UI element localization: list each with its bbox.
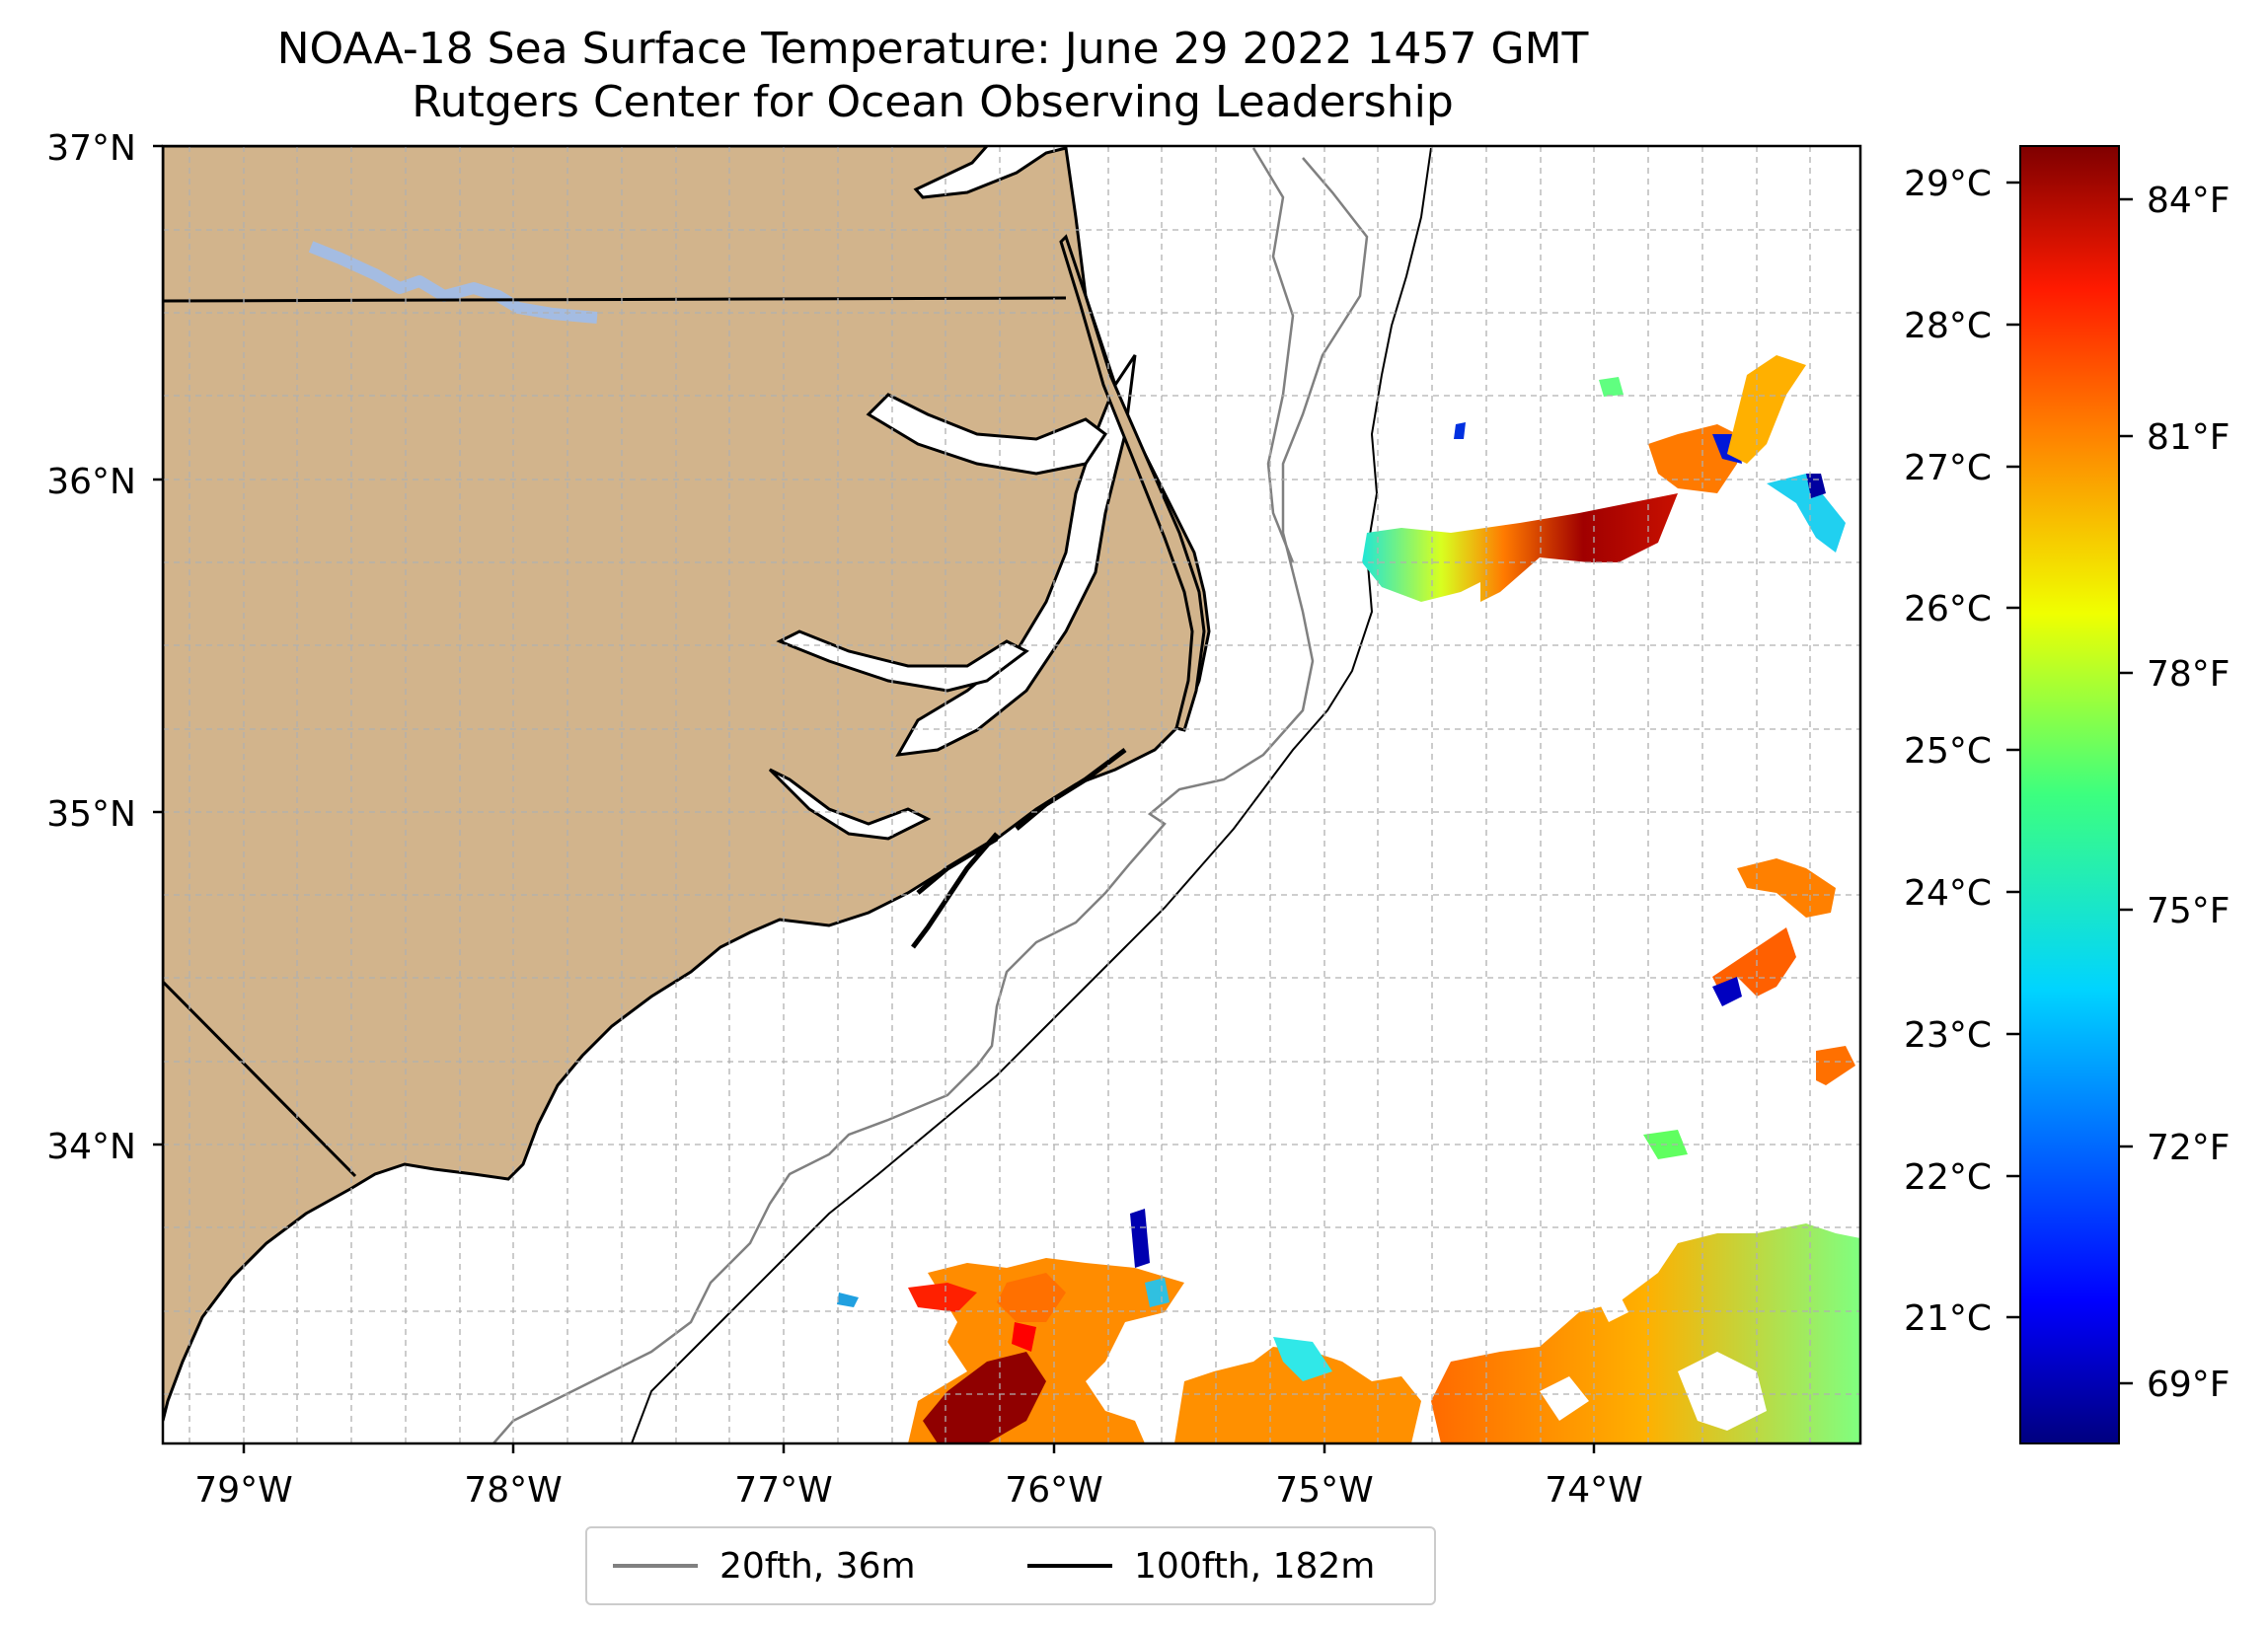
map-frame [161, 144, 1862, 1445]
gridlines [163, 146, 1860, 1443]
map-subtitle: Rutgers Center for Ocean Observing Leade… [412, 77, 1454, 127]
celsius-tick-25: 25°C [1904, 731, 1992, 772]
lon-label-79: 79°W [194, 1470, 292, 1511]
colorbar-celsius-ticks [2006, 181, 2020, 1319]
fahrenheit-tick-81: 81°F [2147, 417, 2230, 458]
land-mass [163, 146, 1211, 1422]
pamlico-river [776, 629, 1029, 693]
isobath-legend: 20fth, 36m 100fth, 182m [585, 1526, 1436, 1605]
legend-label-20fth: 20fth, 36m [719, 1545, 916, 1587]
kerr-lake [308, 241, 598, 324]
map-area [163, 146, 1860, 1443]
celsius-tick-22: 22°C [1904, 1157, 1992, 1198]
isobath-100fth [631, 147, 1432, 1443]
nc-sc-border [163, 980, 357, 1178]
fahrenheit-tick-72: 72°F [2147, 1128, 2230, 1168]
celsius-tick-28: 28°C [1904, 306, 1992, 346]
isobath-20fth [492, 157, 1369, 1443]
celsius-tick-21: 21°C [1904, 1298, 1992, 1339]
lon-label-77: 77°W [734, 1470, 832, 1511]
fahrenheit-tick-75: 75°F [2147, 891, 2230, 931]
celsius-tick-24: 24°C [1904, 873, 1992, 914]
fahrenheit-tick-84: 84°F [2147, 181, 2230, 221]
isobath-20fth-north [1251, 147, 1295, 563]
sst-data [837, 355, 1860, 1443]
fahrenheit-tick-78: 78°F [2147, 654, 2230, 695]
celsius-tick-27: 27°C [1904, 448, 1992, 488]
axis-ticks [153, 144, 1596, 1453]
neuse-river [768, 768, 932, 841]
legend-line-gray [613, 1564, 698, 1568]
legend-line-black [1027, 1564, 1112, 1568]
map-title: NOAA-18 Sea Surface Temperature: June 29… [276, 24, 1589, 74]
lat-label-35: 35°N [46, 794, 136, 835]
celsius-tick-26: 26°C [1904, 589, 1992, 629]
lon-label-74: 74°W [1545, 1470, 1642, 1511]
legend-label-100fth: 100fth, 182m [1134, 1545, 1376, 1587]
legend-item-100fth: 100fth, 182m [1027, 1544, 1375, 1588]
outer-banks [1059, 234, 1206, 732]
lat-label-37: 37°N [46, 128, 136, 169]
lat-label-36: 36°N [46, 462, 136, 502]
colorbar [2019, 145, 2120, 1444]
barrier-islands-south [911, 748, 1127, 949]
celsius-tick-29: 29°C [1904, 164, 1992, 204]
va-nc-border [163, 296, 1067, 303]
lon-label-76: 76°W [1005, 1470, 1102, 1511]
legend-item-20fth: 20fth, 36m [613, 1544, 916, 1588]
lon-label-78: 78°W [464, 1470, 562, 1511]
fahrenheit-tick-69: 69°F [2147, 1365, 2230, 1405]
lon-label-75: 75°W [1275, 1470, 1373, 1511]
celsius-tick-23: 23°C [1904, 1015, 1992, 1056]
colorbar-fahrenheit-ticks [2119, 197, 2133, 1385]
albemarle-sound [866, 393, 1108, 476]
lat-label-34: 34°N [46, 1127, 136, 1167]
